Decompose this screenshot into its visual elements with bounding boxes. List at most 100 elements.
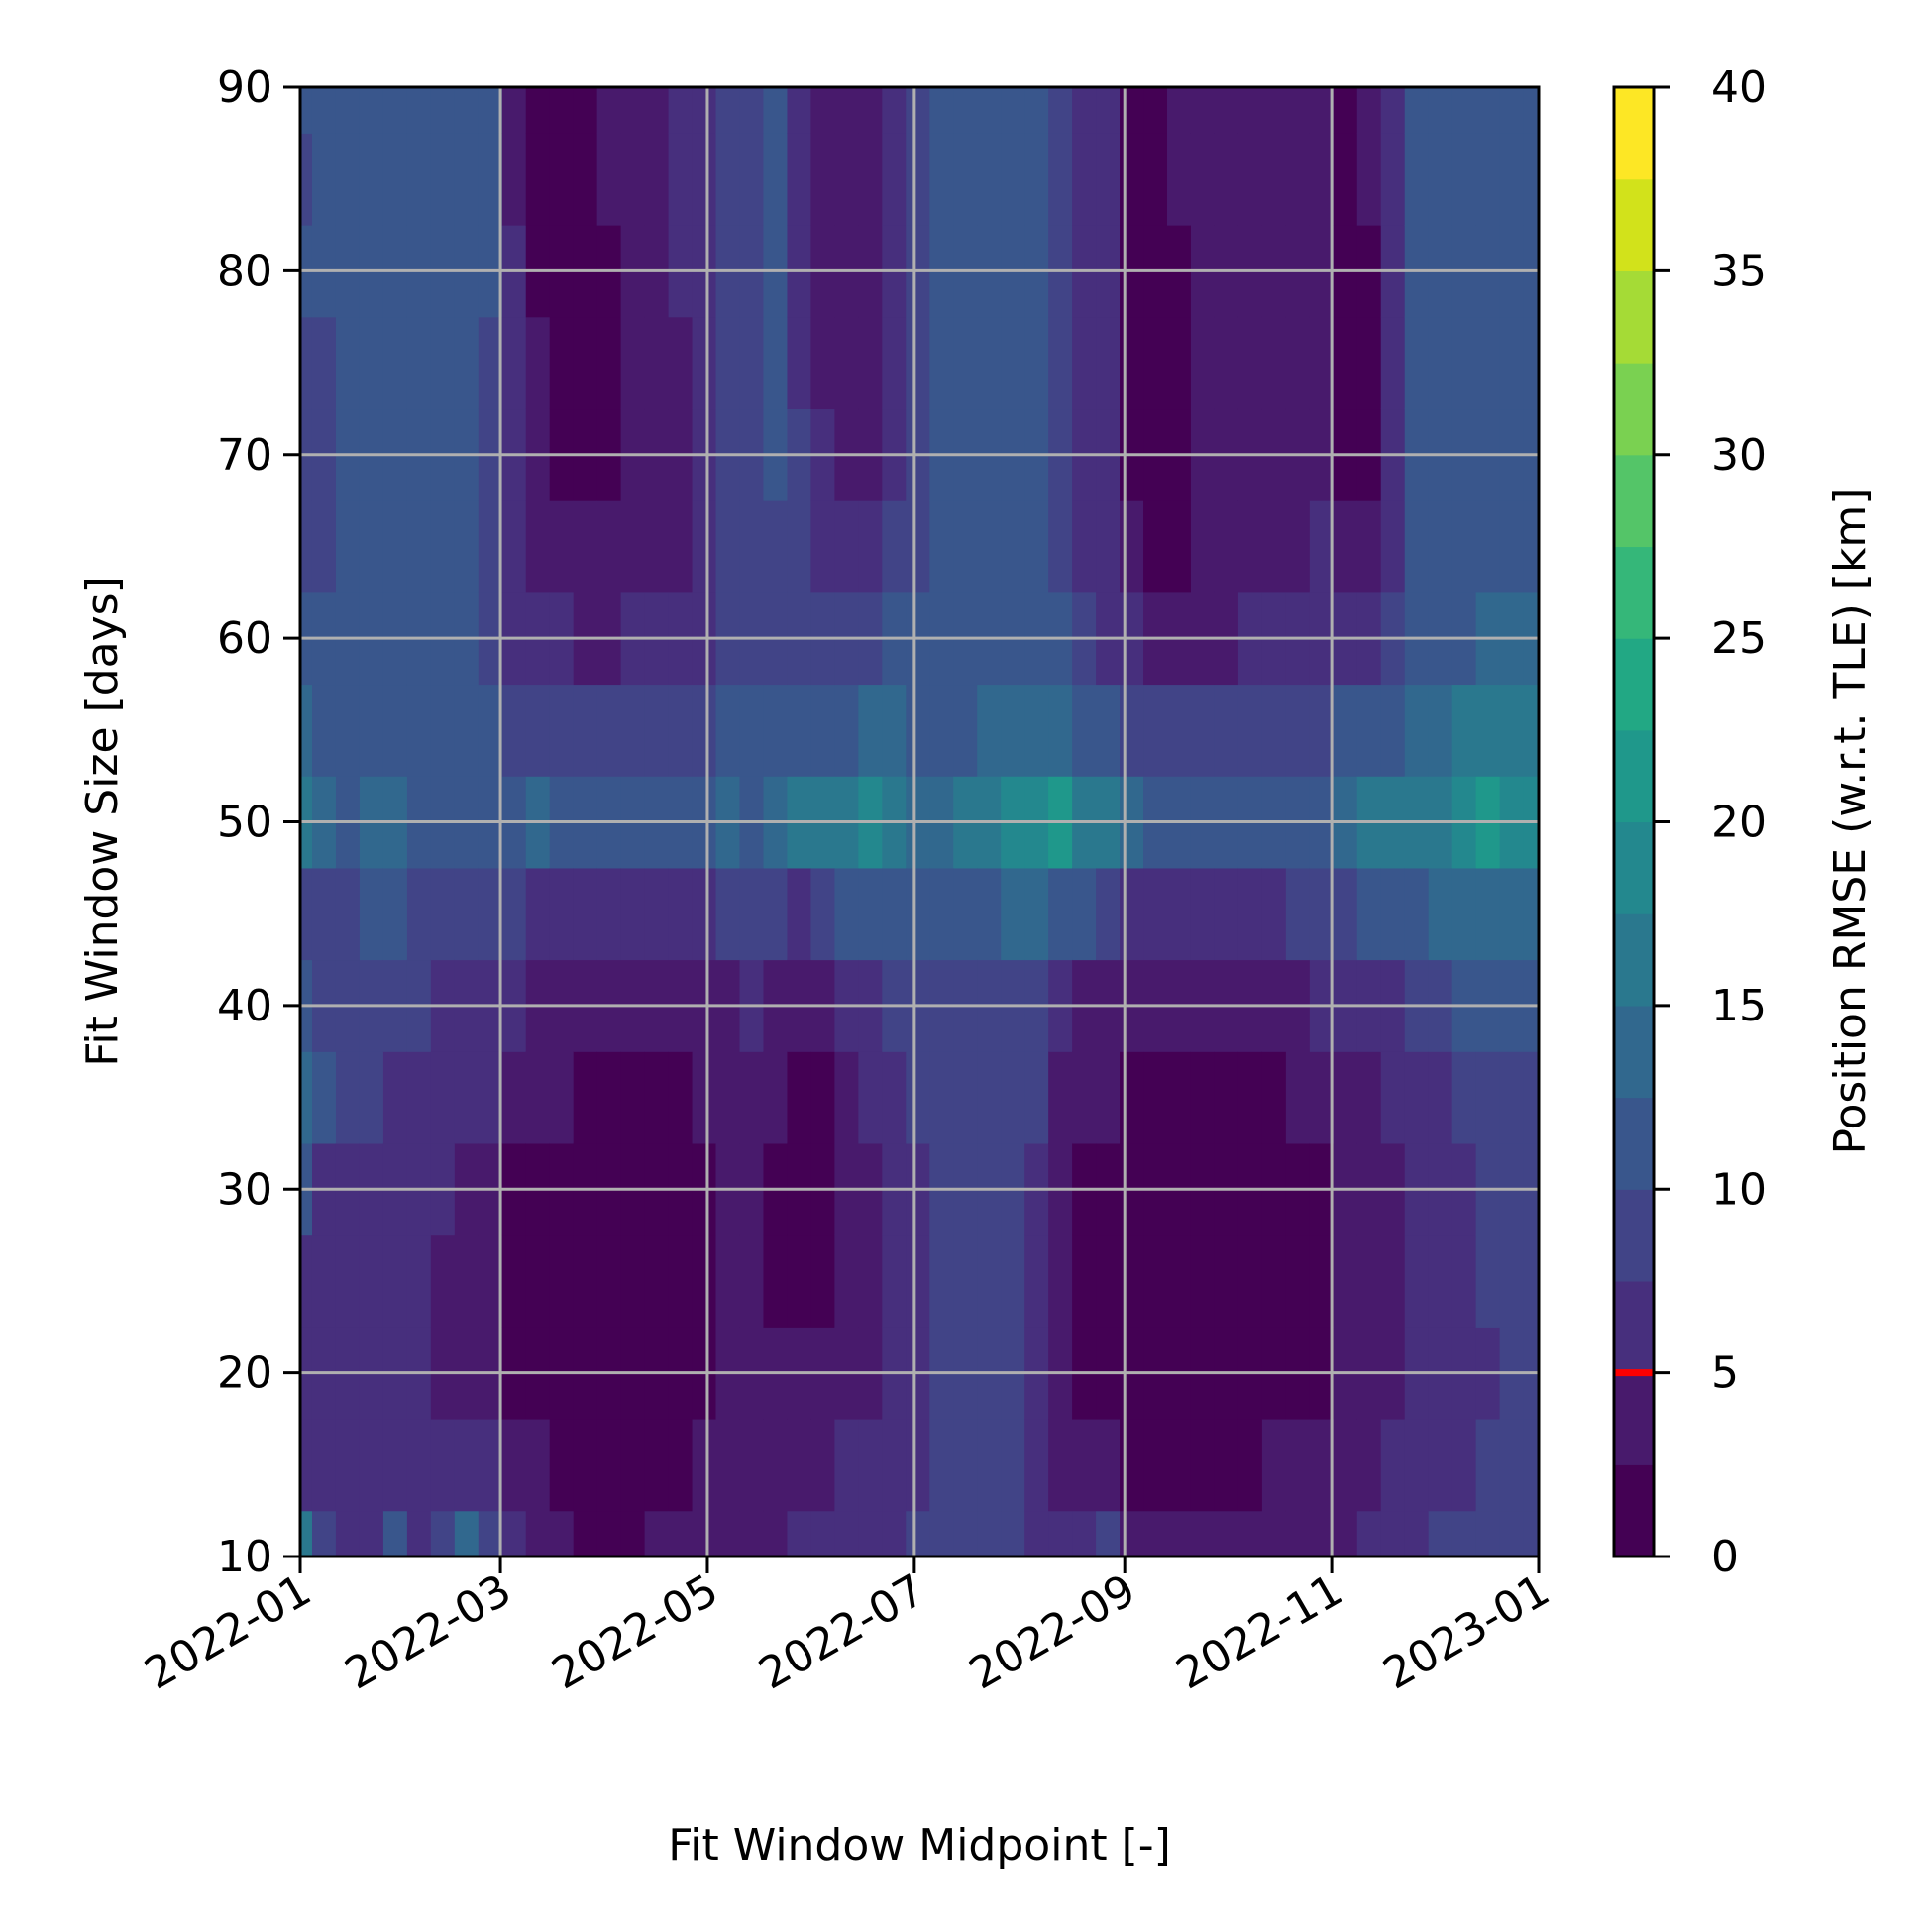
- heatmap-cell: [1001, 500, 1025, 593]
- heatmap-cell: [1404, 87, 1430, 134]
- heatmap-cell: [382, 684, 408, 777]
- heatmap-cell: [1237, 500, 1263, 593]
- heatmap-cell: [1309, 1418, 1335, 1512]
- heatmap-cell: [1214, 500, 1239, 593]
- heatmap-cell: [335, 500, 361, 593]
- heatmap-cell: [1499, 867, 1525, 961]
- heatmap-cell: [929, 500, 954, 593]
- heatmap-cell: [715, 500, 741, 593]
- heatmap-cell: [692, 684, 717, 777]
- heatmap-cell: [1499, 1051, 1525, 1144]
- heatmap-cell: [1356, 133, 1382, 226]
- heatmap-cell: [1167, 684, 1192, 777]
- heatmap-cell: [1024, 1510, 1049, 1557]
- heatmap-cell: [1261, 867, 1287, 961]
- heatmap-cell: [406, 867, 432, 961]
- heatmap-cell: [1143, 1418, 1168, 1512]
- heatmap-cell: [977, 1051, 1002, 1144]
- heatmap-cell: [977, 867, 1002, 961]
- heatmap-cell: [1451, 1418, 1477, 1512]
- heatmap-cell: [644, 1234, 670, 1328]
- heatmap-cell: [1143, 1510, 1168, 1557]
- heatmap-cell: [1380, 684, 1406, 777]
- colorbar-segment: [1614, 454, 1654, 548]
- heatmap-cell: [1356, 316, 1382, 410]
- heatmap-cell: [335, 316, 361, 410]
- heatmap-cell: [501, 1510, 527, 1557]
- heatmap-cell: [1214, 316, 1239, 410]
- colorbar-segment: [1614, 87, 1654, 180]
- heatmap-cell: [1380, 87, 1406, 134]
- heatmap-cell: [1237, 1234, 1263, 1328]
- heatmap-cell: [1475, 1234, 1501, 1328]
- heatmap-cell: [644, 316, 670, 410]
- heatmap-cell: [715, 87, 741, 134]
- heatmap-cell: [1096, 133, 1121, 226]
- heatmap-cell: [1096, 867, 1121, 961]
- heatmap-cell: [311, 500, 337, 593]
- colorbar-segment: [1614, 1097, 1654, 1190]
- heatmap-cell: [501, 316, 527, 410]
- heatmap-cell: [359, 1418, 384, 1512]
- heatmap-cell: [929, 133, 954, 226]
- heatmap-cell: [311, 1510, 337, 1557]
- heatmap-cell: [1404, 684, 1430, 777]
- heatmap-cell: [430, 87, 456, 134]
- heatmap-cell: [644, 1418, 670, 1512]
- heatmap-cell: [668, 684, 694, 777]
- heatmap-cell: [858, 1510, 883, 1557]
- heatmap-cell: [715, 1234, 741, 1328]
- heatmap-cell: [1428, 1234, 1453, 1328]
- heatmap-cell: [300, 1510, 313, 1557]
- heatmap-cell: [715, 684, 741, 777]
- heatmap-cell: [906, 500, 930, 593]
- heatmap-cell: [1499, 316, 1525, 410]
- grid-lines: [300, 87, 1539, 1556]
- heatmap-cell: [620, 1510, 646, 1557]
- heatmap-cell: [1309, 1051, 1335, 1144]
- heatmap-cell: [834, 316, 859, 410]
- heatmap-cell: [1072, 500, 1097, 593]
- heatmap-cell: [715, 1510, 741, 1557]
- heatmap-cell: [1001, 1234, 1025, 1328]
- heatmap-cell: [454, 867, 480, 961]
- heatmap-cell: [882, 316, 907, 410]
- heatmap-cell: [906, 87, 930, 134]
- heatmap-cell: [596, 867, 622, 961]
- colorbar-segment: [1614, 913, 1654, 1007]
- heatmap-cell: [1261, 133, 1287, 226]
- heatmap-cell: [454, 1234, 480, 1328]
- heatmap-cell: [1451, 87, 1477, 134]
- heatmap-cell: [430, 1234, 456, 1328]
- heatmap-cell: [739, 1510, 765, 1557]
- heatmap-cell: [1072, 87, 1097, 134]
- heatmap-cell: [406, 1510, 432, 1557]
- heatmap-cell: [953, 1418, 978, 1512]
- heatmap-cell: [620, 867, 646, 961]
- heatmap-cell: [1404, 867, 1430, 961]
- heatmap-cell: [1048, 1418, 1073, 1512]
- heatmap-cell: [810, 87, 835, 134]
- heatmap-cell: [382, 1051, 408, 1144]
- heatmap-cell: [906, 867, 930, 961]
- heatmap-cell: [300, 87, 313, 134]
- colorbar-tick-label: 5: [1711, 1348, 1739, 1399]
- heatmap-cell: [1451, 133, 1477, 226]
- heatmap-cell: [454, 500, 480, 593]
- heatmap-cell: [525, 867, 551, 961]
- heatmap-cell: [525, 316, 551, 410]
- heatmap-cell: [1285, 316, 1311, 410]
- y-tick-label: 90: [217, 62, 272, 113]
- heatmap-cell: [1451, 500, 1477, 593]
- heatmap-cell: [834, 1234, 859, 1328]
- heatmap-cell: [1143, 1234, 1168, 1328]
- heatmap-cell: [1285, 1418, 1311, 1512]
- heatmap-cell: [525, 87, 551, 134]
- heatmap-cell: [787, 87, 812, 134]
- heatmap-cell: [1072, 1418, 1097, 1512]
- heatmap-cell: [834, 1418, 859, 1512]
- heatmap-cell: [1380, 500, 1406, 593]
- heatmap-cell: [858, 1051, 883, 1144]
- heatmap-cell: [644, 87, 670, 134]
- heatmap-cell: [620, 1051, 646, 1144]
